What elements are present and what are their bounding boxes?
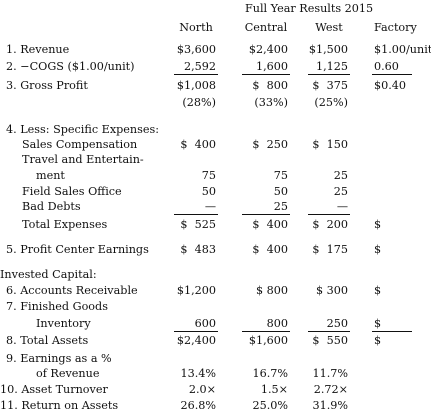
cell-central: 800	[266, 317, 288, 330]
row-label: Sales Compensation	[22, 138, 138, 151]
cell-north: 13.4%	[180, 367, 216, 380]
cell-factory: $	[374, 243, 382, 256]
row-label: 10. Asset Turnover	[0, 383, 108, 396]
cell-north: 2,592	[183, 60, 216, 73]
cell-north: 2.0×	[188, 383, 216, 396]
cell-factory: $	[374, 334, 382, 347]
cell-north: (28%)	[182, 96, 216, 109]
cell-central: 75	[273, 169, 288, 182]
cell-west: $ 375	[312, 79, 348, 92]
row-label: 11. Return on Assets	[0, 399, 119, 412]
underline-rule	[242, 331, 290, 332]
row-label: of Revenue	[36, 367, 100, 380]
column-header-west: West	[315, 21, 343, 34]
underline-rule	[242, 74, 290, 75]
cell-central: 1.5×	[260, 383, 288, 396]
row-label: Inventory	[36, 317, 91, 330]
row-label: 4. Less: Specific Expenses:	[6, 123, 159, 136]
cell-central: 16.7%	[252, 367, 288, 380]
underline-rule	[308, 331, 350, 332]
cell-central: $ 800	[255, 284, 288, 297]
cell-central: 1,600	[255, 60, 288, 73]
cell-central: $1,600	[248, 334, 288, 347]
cell-central: 25.0%	[252, 399, 288, 412]
column-header-north: North	[179, 21, 213, 34]
row-label: Travel and Entertain-	[22, 153, 144, 166]
cell-north: 50	[201, 185, 216, 198]
underline-rule	[174, 74, 218, 75]
cell-central: (33%)	[254, 96, 288, 109]
cell-central: $2,400	[248, 43, 288, 56]
cell-west: 25	[333, 169, 348, 182]
row-label: Bad Debts	[22, 200, 81, 213]
cell-central: 50	[273, 185, 288, 198]
cell-west: $ 150	[312, 138, 348, 151]
column-header-central: Central	[244, 21, 288, 34]
row-label: Field Sales Office	[22, 185, 122, 198]
cell-factory: $	[374, 284, 382, 297]
row-label: 2. −COGS ($1.00/unit)	[6, 60, 135, 73]
cell-central: $ 800	[252, 79, 288, 92]
cell-north: $1,200	[176, 284, 216, 297]
cell-west: $ 300	[315, 284, 348, 297]
cell-central: $ 400	[252, 218, 288, 231]
row-label: 7. Finished Goods	[6, 300, 108, 313]
row-label: Invested Capital:	[0, 268, 97, 281]
table-title: Full Year Results 2015	[245, 2, 374, 15]
underline-rule	[372, 74, 412, 75]
cell-west: 31.9%	[312, 399, 348, 412]
cell-north: 75	[201, 169, 216, 182]
cell-west: 11.7%	[312, 367, 348, 380]
cell-west: 2.72×	[313, 383, 348, 396]
cell-north: 26.8%	[180, 399, 216, 412]
underline-rule	[308, 74, 350, 75]
row-label: 1. Revenue	[6, 43, 70, 56]
underline-rule	[242, 214, 290, 215]
cell-north: $1,008	[176, 79, 216, 92]
cell-north: $ 525	[180, 218, 216, 231]
underline-rule	[174, 214, 218, 215]
cell-factory: $	[374, 218, 382, 231]
cell-north: $2,400	[176, 334, 216, 347]
row-label: Total Expenses	[22, 218, 108, 231]
cell-north: $ 400	[180, 138, 216, 151]
cell-west: 1,125	[315, 60, 348, 73]
cell-west: 250	[326, 317, 348, 330]
column-header-factory: Factory	[374, 21, 417, 34]
cell-west: $ 175	[312, 243, 348, 256]
row-label: 5. Profit Center Earnings	[6, 243, 149, 256]
cell-central: $ 250	[252, 138, 288, 151]
cell-west: $1,500	[308, 43, 348, 56]
cell-north: $3,600	[176, 43, 216, 56]
cell-west: $ 550	[312, 334, 348, 347]
cell-north: $ 483	[180, 243, 216, 256]
cell-west: (25%)	[314, 96, 348, 109]
cell-factory: 0.60	[374, 60, 399, 73]
cell-north: —	[204, 200, 216, 213]
cell-central: $ 400	[252, 243, 288, 256]
underline-rule	[372, 331, 412, 332]
cell-west: $ 200	[312, 218, 348, 231]
cell-factory: $1.00/unit	[374, 43, 431, 56]
row-label: 6. Accounts Receivable	[6, 284, 138, 297]
row-label: 8. Total Assets	[6, 334, 89, 347]
row-label: 3. Gross Profit	[6, 79, 88, 92]
cell-factory: $	[374, 317, 382, 330]
underline-rule	[308, 214, 350, 215]
cell-west: —	[336, 200, 348, 213]
underline-rule	[174, 331, 218, 332]
row-label: 9. Earnings as a %	[6, 352, 112, 365]
cell-north: 600	[194, 317, 216, 330]
row-label: ment	[36, 169, 65, 182]
cell-factory: $0.40	[374, 79, 407, 92]
cell-central: 25	[273, 200, 288, 213]
cell-west: 25	[333, 185, 348, 198]
